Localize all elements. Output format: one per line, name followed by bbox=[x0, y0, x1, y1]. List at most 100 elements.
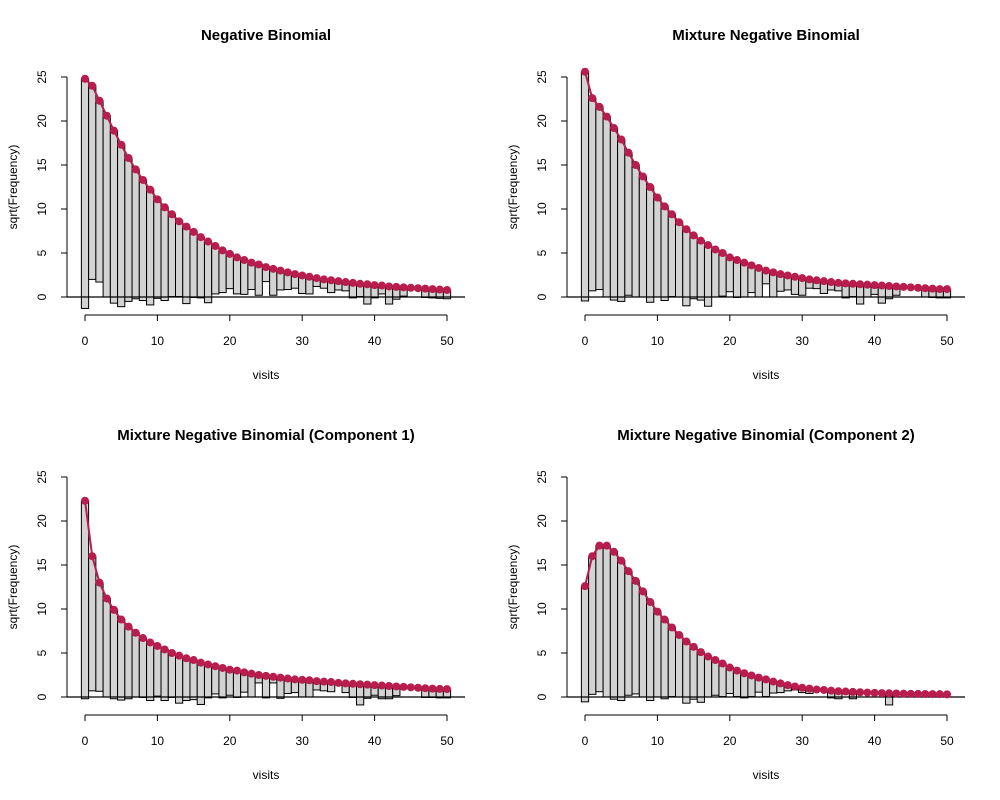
expected-point bbox=[276, 673, 285, 682]
x-tick-label: 20 bbox=[223, 734, 237, 748]
y-tick-label: 0 bbox=[35, 693, 49, 700]
expected-point bbox=[428, 684, 437, 693]
x-tick-label: 50 bbox=[440, 334, 454, 348]
x-tick-label: 20 bbox=[723, 734, 737, 748]
expected-point bbox=[363, 280, 372, 289]
expected-point bbox=[392, 682, 401, 691]
rootogram-bar bbox=[109, 609, 119, 700]
expected-point bbox=[921, 284, 930, 293]
expected-point bbox=[290, 270, 299, 279]
rootogram-bar bbox=[617, 138, 626, 302]
expected-point bbox=[262, 263, 270, 272]
expected-point bbox=[269, 264, 278, 273]
expected-point bbox=[319, 275, 328, 284]
rootogram-bar bbox=[682, 641, 691, 704]
expected-point bbox=[581, 582, 589, 591]
y-tick-label: 20 bbox=[535, 514, 549, 528]
rootogram-bar bbox=[203, 241, 213, 304]
expected-point bbox=[877, 689, 886, 698]
y-tick-label: 10 bbox=[535, 202, 549, 216]
rootogram-bar bbox=[138, 179, 148, 302]
rootogram-bar bbox=[80, 78, 90, 309]
rootogram-bar bbox=[725, 256, 734, 293]
expected-point bbox=[109, 605, 118, 614]
expected-point bbox=[254, 671, 263, 679]
expected-point bbox=[812, 685, 821, 694]
rootogram-bar bbox=[80, 500, 90, 700]
x-axis-label: visits bbox=[253, 768, 280, 782]
x-tick-label: 30 bbox=[796, 734, 810, 748]
expected-point bbox=[827, 686, 836, 695]
expected-point bbox=[638, 587, 647, 596]
rootogram-bar bbox=[175, 220, 184, 298]
expected-point bbox=[856, 688, 865, 697]
expected-point bbox=[196, 233, 205, 242]
expected-point bbox=[609, 547, 618, 556]
y-tick-label: 20 bbox=[535, 114, 549, 128]
expected-point bbox=[812, 276, 821, 285]
expected-point bbox=[653, 193, 662, 202]
rootogram-bar bbox=[102, 115, 111, 298]
expected-point bbox=[848, 687, 857, 696]
expected-point bbox=[414, 284, 423, 293]
expected-point bbox=[211, 662, 220, 671]
expected-point bbox=[102, 594, 111, 603]
rootogram-bar bbox=[175, 655, 184, 704]
expected-point bbox=[124, 622, 133, 631]
x-tick-label: 0 bbox=[82, 334, 89, 348]
expected-point bbox=[943, 285, 951, 294]
expected-point bbox=[885, 689, 894, 698]
expected-point bbox=[283, 268, 292, 277]
expected-point bbox=[798, 274, 807, 283]
rootogram-bar bbox=[124, 157, 133, 302]
expected-point bbox=[204, 660, 213, 669]
chart-title: Mixture Negative Binomial (Component 1) bbox=[117, 427, 415, 444]
x-tick-label: 30 bbox=[296, 734, 310, 748]
y-tick-label: 20 bbox=[35, 514, 49, 528]
expected-point bbox=[233, 666, 242, 675]
expected-point bbox=[204, 237, 213, 246]
rootogram-bar bbox=[588, 97, 597, 292]
y-tick-label: 25 bbox=[35, 70, 49, 84]
expected-point bbox=[776, 679, 785, 688]
expected-point bbox=[385, 682, 394, 690]
rootogram-bar bbox=[646, 186, 655, 303]
rootogram-bar bbox=[740, 262, 749, 298]
rootogram-bar bbox=[95, 100, 104, 283]
rootogram-bar bbox=[203, 663, 213, 699]
expected-point bbox=[377, 281, 386, 290]
expected-point bbox=[81, 74, 89, 83]
chart-title: Mixture Negative Binomial (Component 2) bbox=[617, 427, 915, 444]
expected-point bbox=[899, 689, 908, 698]
expected-point bbox=[624, 148, 633, 157]
expected-point bbox=[740, 258, 749, 267]
expected-point bbox=[834, 687, 843, 696]
x-tick-label: 0 bbox=[82, 734, 89, 748]
expected-point bbox=[341, 679, 350, 688]
expected-point bbox=[718, 659, 727, 668]
expected-point bbox=[682, 637, 691, 646]
expected-point bbox=[602, 541, 611, 550]
rootogram-bar bbox=[153, 645, 162, 697]
expected-point bbox=[95, 96, 104, 105]
y-axis-label: sqrt(Frequency) bbox=[6, 545, 20, 630]
expected-point bbox=[935, 690, 944, 699]
rootogram-bar bbox=[689, 234, 698, 300]
expected-point bbox=[312, 274, 321, 283]
expected-point bbox=[689, 231, 698, 240]
panel-2: Mixture Negative Binomial 0 5 10 15 20 25 sqrt(… bbox=[506, 27, 965, 382]
expected-point bbox=[399, 283, 408, 292]
expected-point bbox=[290, 675, 299, 684]
rootogram-bar bbox=[95, 582, 104, 692]
expected-point bbox=[218, 246, 227, 255]
expected-point bbox=[428, 285, 437, 294]
rootogram-bar bbox=[160, 206, 169, 302]
expected-point bbox=[124, 153, 133, 162]
expected-point bbox=[638, 172, 647, 181]
rootogram-bar bbox=[167, 652, 176, 698]
rootogram-bar bbox=[117, 619, 126, 701]
expected-point bbox=[182, 654, 191, 663]
rootogram-bar bbox=[631, 164, 640, 298]
rootogram-bar bbox=[124, 626, 133, 700]
